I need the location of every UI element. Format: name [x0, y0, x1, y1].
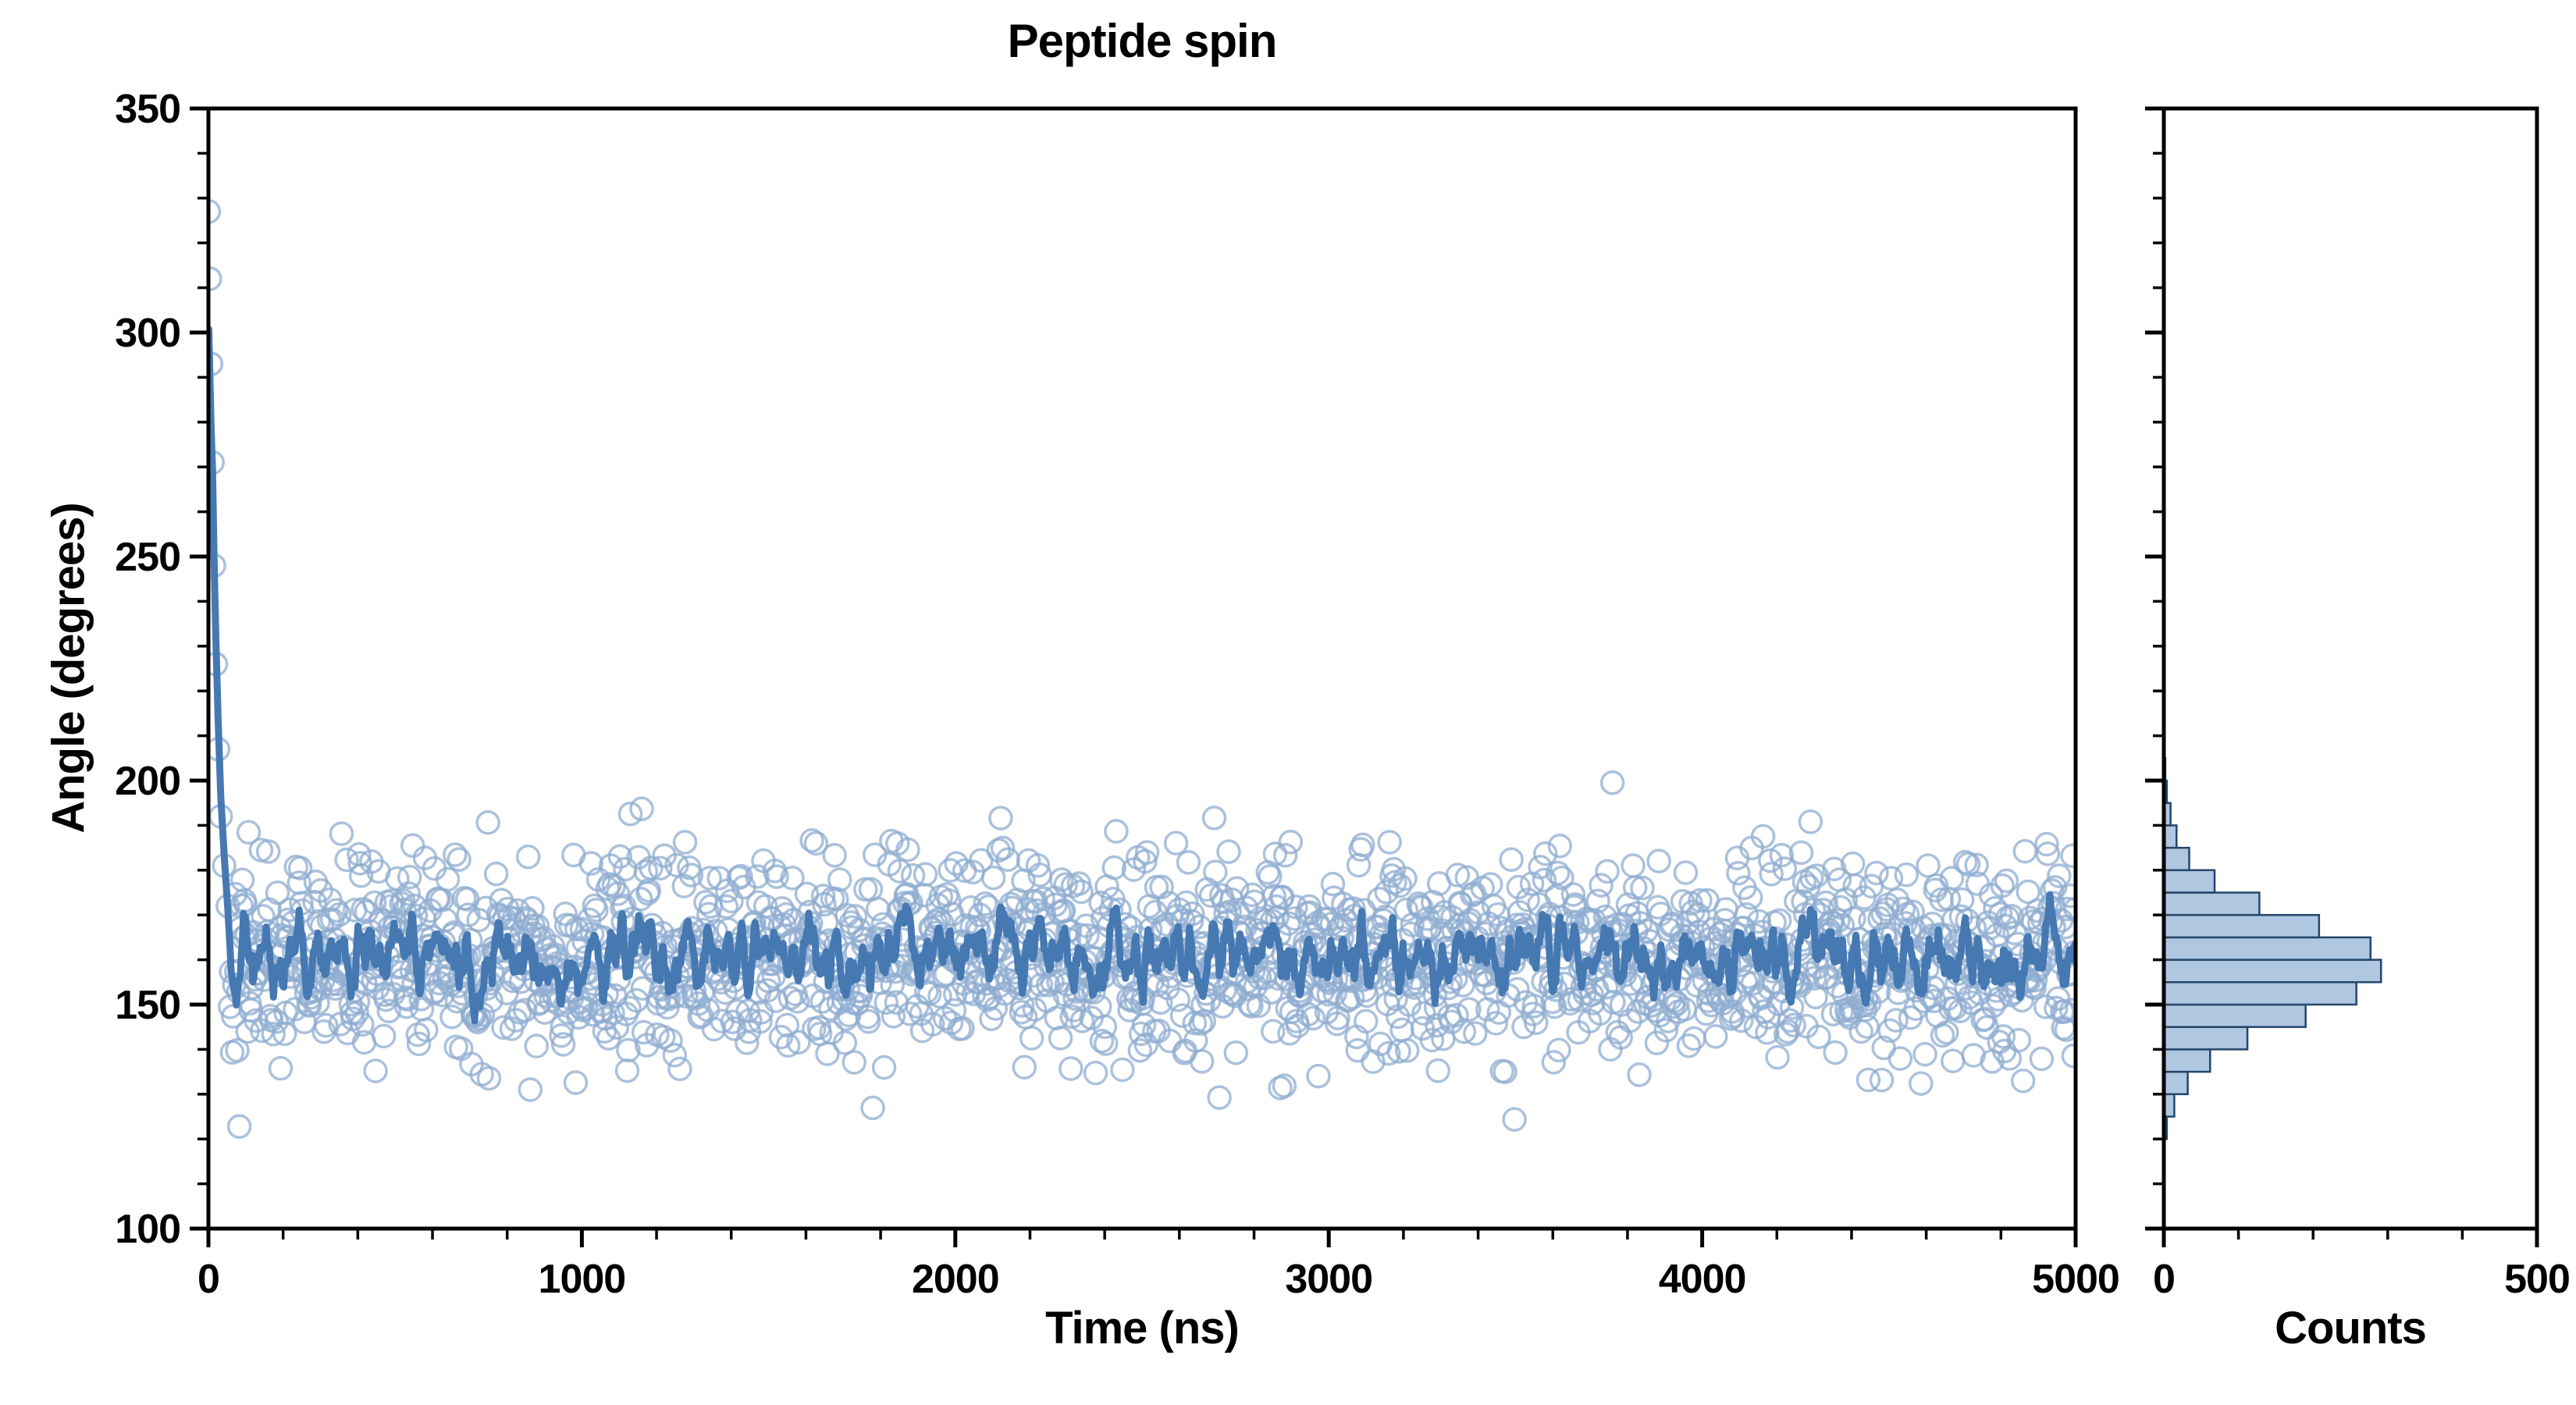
- chart-title: Peptide spin: [1007, 15, 1278, 67]
- histogram-bar: [2162, 936, 2372, 961]
- histogram-bar: [2162, 913, 2321, 939]
- histogram-bar: [2162, 869, 2216, 894]
- histogram-bar: [2162, 1003, 2307, 1028]
- running-mean-line: [208, 325, 2076, 1025]
- y-tick-label: 300: [115, 311, 180, 356]
- y-tick-label: 350: [115, 87, 180, 132]
- hist-x-tick-label: 500: [2504, 1257, 2570, 1302]
- x-tick-label: 0: [197, 1257, 219, 1302]
- x-tick-label: 5000: [2032, 1257, 2119, 1302]
- x-axis-label-main: Time (ns): [1045, 1303, 1240, 1353]
- x-tick-label: 3000: [1285, 1257, 1372, 1302]
- x-tick-label: 2000: [912, 1257, 999, 1302]
- histogram-bar: [2162, 1048, 2211, 1073]
- x-tick-label: 1000: [539, 1257, 626, 1302]
- histogram-bar: [2162, 959, 2382, 984]
- y-axis-label: Angle (degrees): [43, 503, 94, 834]
- histogram-bar: [2162, 981, 2357, 1006]
- histogram-bar: [2162, 1026, 2249, 1051]
- axes: 0 1000 2000 3000 4000 5000 100 150 200 250 300 350 0…: [115, 87, 2571, 1302]
- histogram-bar: [2162, 891, 2261, 916]
- y-tick-label: 250: [115, 535, 180, 580]
- histogram-bar: [2162, 846, 2190, 872]
- y-tick-label: 200: [115, 759, 180, 804]
- x-tick-label: 4000: [1659, 1257, 1746, 1302]
- hist-x-tick-label: 0: [2153, 1257, 2175, 1302]
- y-tick-label: 100: [115, 1207, 180, 1252]
- x-axis-label-hist: Counts: [2275, 1303, 2427, 1353]
- histogram-bar: [2162, 1070, 2189, 1096]
- histogram-bars: [2162, 757, 2382, 1140]
- y-tick-label: 150: [115, 983, 180, 1028]
